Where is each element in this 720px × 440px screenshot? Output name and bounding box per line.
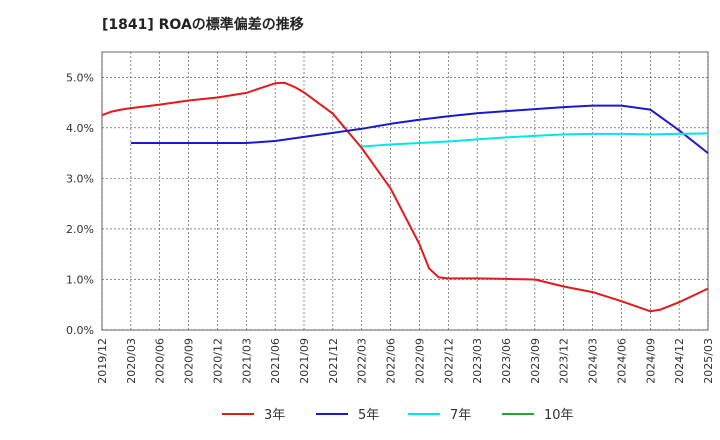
series-line-7年 xyxy=(361,132,709,148)
x-tick-label: 2020/03 xyxy=(125,338,138,384)
x-tick-label: 2021/03 xyxy=(240,338,253,384)
x-tick-label: 2021/06 xyxy=(269,338,282,384)
x-tick-label: 2023/12 xyxy=(558,338,571,384)
series-line-5年 xyxy=(130,104,709,154)
x-tick-label: 2020/09 xyxy=(183,338,196,384)
x-tick-label: 2020/12 xyxy=(211,338,224,384)
x-tick-label: 2024/03 xyxy=(587,338,600,384)
x-tick-label: 2024/06 xyxy=(615,338,628,384)
y-tick-label: 2.0% xyxy=(66,223,94,236)
y-tick-label: 0.0% xyxy=(66,324,94,337)
plot-area xyxy=(101,51,709,331)
legend-label: 3年 xyxy=(264,408,285,423)
y-tick-label: 1.0% xyxy=(66,273,94,286)
legend-label: 10年 xyxy=(544,408,574,423)
series-line-3年 xyxy=(101,81,709,313)
x-tick-label: 2023/03 xyxy=(471,338,484,384)
x-tick-label: 2024/09 xyxy=(644,338,657,384)
x-tick-label: 2022/03 xyxy=(356,338,369,384)
y-tick-label: 4.0% xyxy=(66,122,94,135)
x-tick-label: 2024/12 xyxy=(673,338,686,384)
y-tick-label: 5.0% xyxy=(66,71,94,84)
x-tick-label: 2023/06 xyxy=(500,338,513,384)
x-tick-label: 2022/12 xyxy=(442,338,455,384)
legend-label: 5年 xyxy=(358,408,379,423)
x-tick-label: 2021/09 xyxy=(298,338,311,384)
x-tick-label: 2022/06 xyxy=(385,338,398,384)
x-tick-label: 2020/06 xyxy=(154,338,167,384)
x-tick-label: 2023/09 xyxy=(529,338,542,384)
x-tick-label: 2019/12 xyxy=(96,338,109,384)
x-tick-label: 2025/03 xyxy=(702,338,715,384)
legend-label: 7年 xyxy=(450,408,471,423)
x-tick-label: 2022/09 xyxy=(413,338,426,384)
y-tick-label: 3.0% xyxy=(66,172,94,185)
x-tick-label: 2021/12 xyxy=(327,338,340,384)
chart-title: [1841] ROAの標準偏差の推移 xyxy=(102,17,304,33)
